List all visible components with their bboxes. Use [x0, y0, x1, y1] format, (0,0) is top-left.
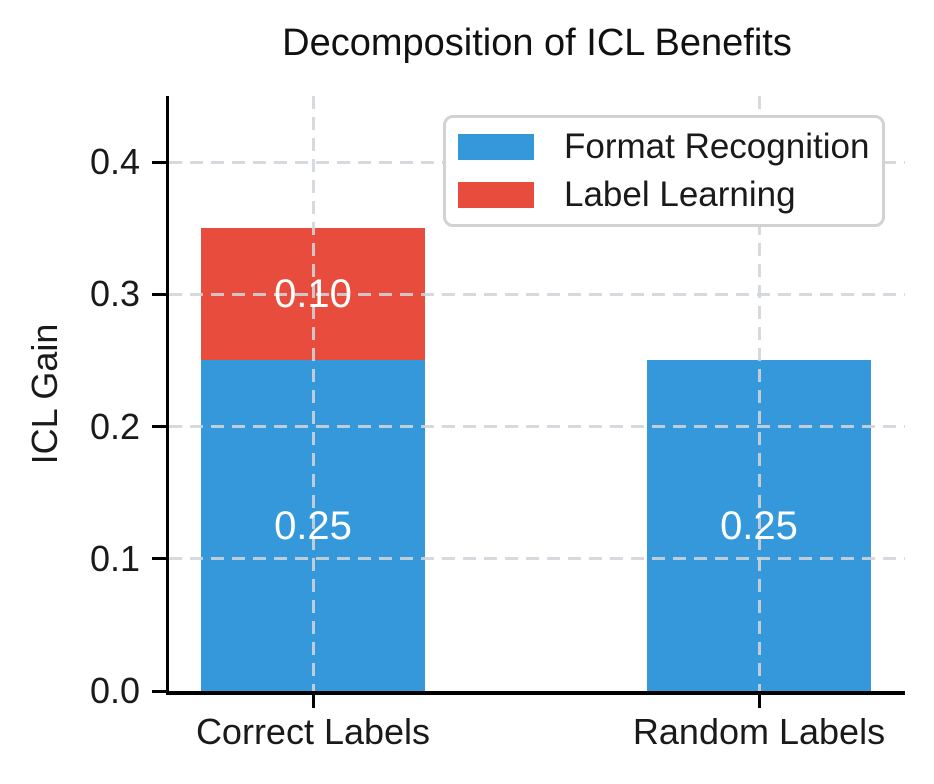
bar-value-label: 0.25	[720, 503, 798, 548]
x-axis-spine	[166, 691, 905, 695]
h-gridline	[169, 425, 905, 429]
legend-label: Format Recognition	[564, 126, 870, 166]
y-tick-mark	[152, 160, 166, 164]
y-tick-mark	[152, 292, 166, 296]
x-tick-label-random-labels: Random Labels	[632, 711, 886, 752]
y-tick-label: 0.4	[89, 141, 140, 183]
y-axis-spine	[166, 96, 169, 695]
legend-item-format-recognition: Format Recognition	[458, 127, 882, 167]
y-tick-label: 0.3	[89, 273, 140, 315]
legend-swatch-label-learning	[458, 182, 534, 209]
y-tick-label: 0.0	[89, 670, 140, 711]
x-tick-label-correct-labels: Correct Labels	[195, 711, 431, 752]
chart-title: Decomposition of ICL Benefits	[282, 22, 792, 64]
h-gridline	[169, 557, 905, 561]
legend-label: Label Learning	[564, 175, 796, 215]
bar-value-label: 0.25	[274, 503, 352, 548]
legend: Format Recognition Label Learning	[443, 115, 885, 227]
y-tick-mark	[152, 557, 166, 561]
h-gridline	[169, 292, 905, 296]
x-tick-mark	[311, 695, 315, 708]
legend-swatch-format-recognition	[458, 133, 534, 160]
v-gridline	[311, 96, 315, 691]
y-tick-label: 0.2	[89, 405, 140, 447]
y-tick-label: 0.1	[89, 537, 140, 579]
bar-value-label: 0.10	[274, 272, 352, 317]
y-tick-mark	[152, 689, 166, 693]
x-tick-mark	[757, 695, 761, 708]
legend-item-label-learning: Label Learning	[458, 175, 882, 215]
y-tick-mark	[152, 425, 166, 429]
v-gridline	[757, 96, 761, 691]
